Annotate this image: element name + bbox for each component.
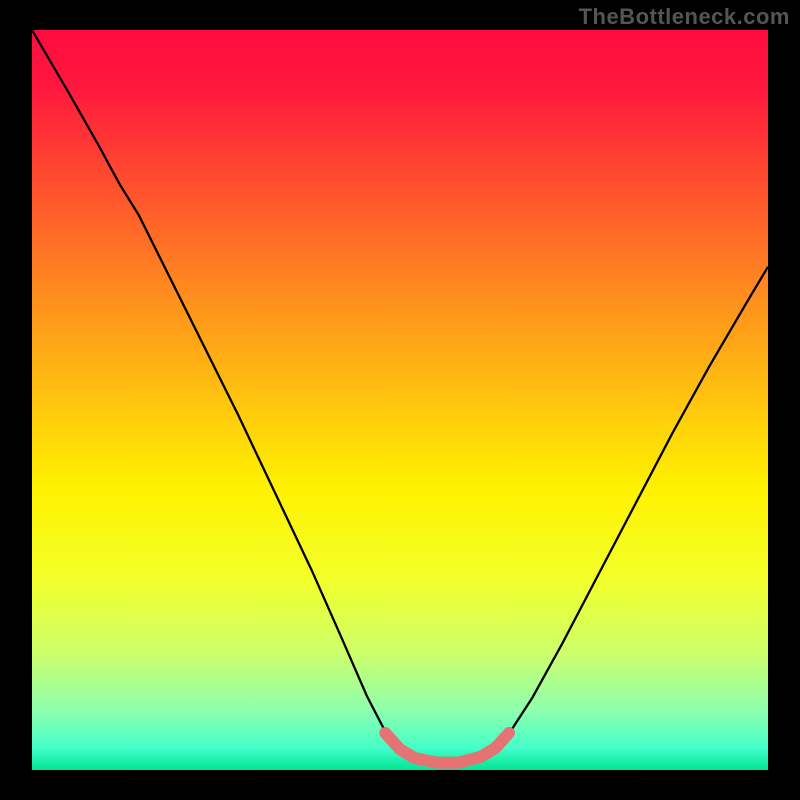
plot-background xyxy=(32,30,768,770)
chart-frame: TheBottleneck.com xyxy=(0,0,800,800)
bottleneck-curve-plot xyxy=(0,0,800,800)
watermark-text: TheBottleneck.com xyxy=(579,4,790,30)
